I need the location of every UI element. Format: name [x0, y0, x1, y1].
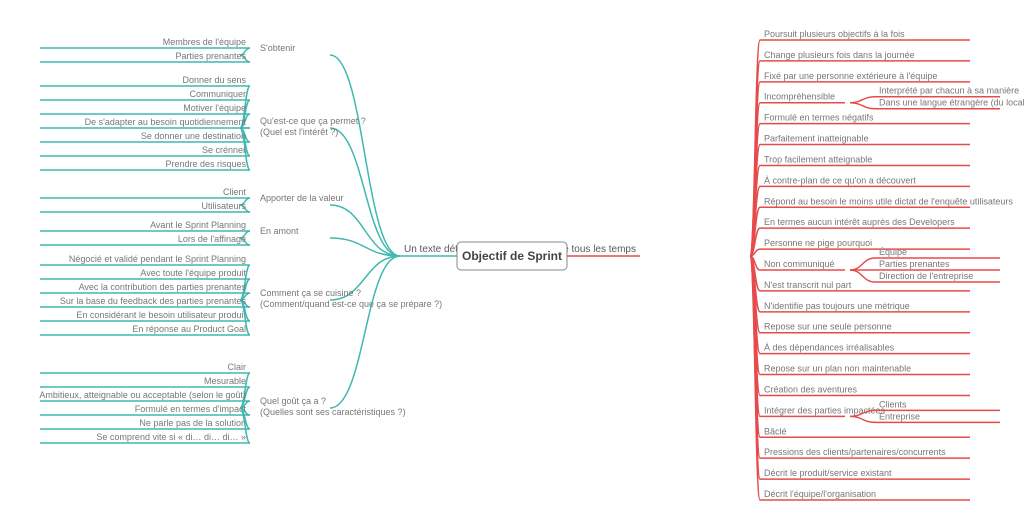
root-label: Objectif de Sprint: [462, 249, 562, 263]
left-leaf: Mesurable: [204, 376, 246, 386]
right-subleaf: Clients: [879, 399, 907, 409]
left-leaf: Sur la base du feedback des parties pren…: [60, 296, 247, 306]
left-branch-label: Quel goût ça a ?: [260, 396, 326, 406]
left-leaf: Motiver l'équipe: [183, 103, 246, 113]
left-leaf: Ne parle pas de la solution: [139, 418, 246, 428]
left-leaf: Lors de l'affinage: [178, 234, 246, 244]
left-leaf: Négocié et validé pendant le Sprint Plan…: [69, 254, 246, 264]
left-leaf: Communiquer: [189, 89, 246, 99]
left-branch-label: (Quelles sont ses caractéristiques ?): [260, 407, 406, 417]
left-leaf: Parties prenantes: [175, 51, 246, 61]
right-leaf: Bâclé: [764, 426, 787, 436]
right-subleaf: Dans une langue étrangère (du local): [879, 98, 1024, 108]
left-leaf: Avec la contribution des parties prenant…: [79, 282, 247, 292]
right-leaf: Parfaitement inatteignable: [764, 134, 869, 144]
right-leaf: Trop facilement atteignable: [764, 154, 872, 164]
right-branch-label: Intégrer des parties impactées: [764, 405, 886, 415]
right-leaf: À contre-plan de ce qu'on a découvert: [764, 175, 916, 185]
right-subleaf: Parties prenantes: [879, 259, 950, 269]
left-leaf: Clair: [227, 362, 246, 372]
left-leaf: En considérant le besoin utilisateur pro…: [76, 310, 246, 320]
right-leaf: Formulé en termes négatifs: [764, 113, 874, 123]
left-leaf: Avant le Sprint Planning: [150, 220, 246, 230]
left-branch-label: (Comment/quand est-ce que ça se prépare …: [260, 299, 442, 309]
right-leaf: Création des aventures: [764, 384, 858, 394]
right-leaf: À des dépendances irréalisables: [764, 343, 895, 353]
left-branch-label: En amont: [260, 226, 299, 236]
left-leaf: Avec toute l'équipe produit: [140, 268, 246, 278]
left-leaf: Client: [223, 187, 247, 197]
left-leaf: Donner du sens: [182, 75, 246, 85]
left-branch-label: Apporter de la valeur: [260, 193, 344, 203]
right-leaf: Pressions des clients/partenaires/concur…: [764, 447, 946, 457]
right-leaf: Repose sur une seule personne: [764, 322, 892, 332]
left-leaf: Se comprend vite si « di… di… di… »: [96, 432, 246, 442]
left-leaf: Prendre des risques: [165, 159, 246, 169]
right-leaf: Repose sur un plan non maintenable: [764, 364, 911, 374]
left-leaf: Se crénner: [202, 145, 246, 155]
left-branch-label: Qu'est-ce que ça permet ?: [260, 116, 366, 126]
right-leaf: Répond au besoin le moins utile dictat d…: [764, 196, 1013, 206]
right-branch-label: Incompréhensible: [764, 92, 835, 102]
left-leaf: Se donner une destination: [141, 131, 246, 141]
right-subleaf: Interprété par chacun à sa manière: [879, 86, 1019, 96]
left-leaf: En réponse au Product Goal: [132, 324, 246, 334]
right-subleaf: Équipe: [879, 247, 907, 257]
right-leaf: Poursuit plusieurs objectifs à la fois: [764, 29, 905, 39]
right-branch-label: Non communiqué: [764, 259, 835, 269]
right-leaf: Fixé par une personne extérieure à l'équ…: [764, 71, 937, 81]
right-leaf: En termes aucun intérêt auprès des Devel…: [764, 217, 955, 227]
right-subleaf: Entreprise: [879, 411, 920, 421]
right-subleaf: Direction de l'entreprise: [879, 271, 973, 281]
left-branch-label: Comment ça se cuisine ?: [260, 288, 361, 298]
right-leaf: Change plusieurs fois dans la journée: [764, 50, 915, 60]
left-leaf: Membres de l'équipe: [163, 37, 246, 47]
right-leaf: Décrit le produit/service existant: [764, 468, 892, 478]
left-leaf: De s'adapter au besoin quotidiennement: [85, 117, 247, 127]
left-leaf: Utilisateurs: [201, 201, 246, 211]
right-leaf: N'identifie pas toujours une métrique: [764, 301, 910, 311]
right-leaf: N'est transcrit nul part: [764, 280, 852, 290]
left-branch-label: (Quel est l'intérêt ?): [260, 127, 338, 137]
left-branch-label: S'obtenir: [260, 43, 295, 53]
right-leaf: Décrit l'équipe/l'organisation: [764, 489, 876, 499]
right-leaf: Personne ne pige pourquoi: [764, 238, 872, 248]
left-leaf: Formulé en termes d'impact: [135, 404, 247, 414]
left-leaf: Ambitieux, atteignable ou acceptable (se…: [39, 390, 246, 400]
